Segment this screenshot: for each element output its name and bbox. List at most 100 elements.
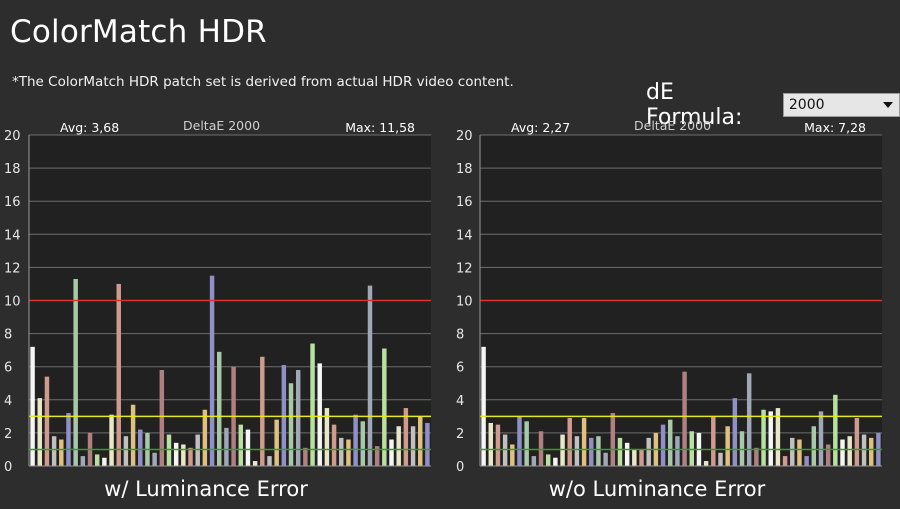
data-bar xyxy=(553,457,558,466)
data-bar xyxy=(353,414,358,466)
data-bar xyxy=(761,409,766,466)
data-bar xyxy=(295,370,301,466)
data-bar xyxy=(797,439,802,466)
y-tick-label: 18 xyxy=(456,162,473,177)
data-bar xyxy=(317,363,322,466)
y-tick-label: 6 xyxy=(456,361,464,376)
data-bar xyxy=(267,456,272,466)
data-bar xyxy=(367,285,373,466)
data-bar xyxy=(181,444,186,466)
data-bar xyxy=(689,431,694,466)
data-bar xyxy=(396,426,401,466)
data-bar xyxy=(790,437,795,466)
data-bar xyxy=(166,434,172,466)
data-bar xyxy=(811,426,817,466)
data-bar xyxy=(130,404,136,466)
y-tick-label: 20 xyxy=(456,129,473,144)
data-bar xyxy=(80,456,86,466)
data-bar xyxy=(682,371,687,466)
chevron-down-icon[interactable] xyxy=(883,102,893,108)
y-tick-label: 12 xyxy=(4,261,21,276)
data-bar xyxy=(718,452,723,466)
data-bar xyxy=(825,444,831,466)
data-bar xyxy=(675,436,680,466)
data-bar xyxy=(610,413,616,466)
data-bar xyxy=(567,418,572,466)
patch-set-note: *The ColorMatch HDR patch set is derived… xyxy=(12,74,514,90)
data-bar xyxy=(746,373,752,466)
data-bar xyxy=(274,419,279,466)
chart-title: DeltaE 2000 xyxy=(183,118,260,133)
data-bar xyxy=(660,424,666,467)
data-bar xyxy=(703,461,709,466)
data-bar xyxy=(217,351,222,466)
data-bar xyxy=(374,446,380,466)
y-tick-label: 0 xyxy=(456,460,464,475)
y-tick-label: 8 xyxy=(456,328,464,343)
data-bar xyxy=(754,447,759,466)
y-tick-label: 4 xyxy=(4,394,12,409)
y-tick-label: 0 xyxy=(4,460,12,475)
data-bar xyxy=(403,408,409,466)
data-bar xyxy=(288,383,294,466)
data-bar xyxy=(324,408,330,466)
y-tick-label: 6 xyxy=(4,361,12,376)
data-bar xyxy=(360,421,366,466)
data-bar xyxy=(339,437,344,466)
data-bar xyxy=(173,442,179,466)
y-tick-label: 20 xyxy=(4,129,21,144)
data-bar xyxy=(524,421,529,466)
de-formula-dropdown[interactable]: 2000 xyxy=(782,93,900,117)
y-tick-label: 16 xyxy=(456,195,473,210)
data-bar xyxy=(195,434,200,466)
data-bar xyxy=(545,454,551,466)
data-bar xyxy=(281,365,287,466)
data-bar xyxy=(732,398,738,466)
y-tick-label: 2 xyxy=(456,427,464,442)
y-tick-label: 2 xyxy=(4,427,12,442)
chart-title: DeltaE 2000 xyxy=(634,118,711,133)
data-bar xyxy=(502,434,508,466)
data-bar xyxy=(59,439,64,466)
data-bar xyxy=(123,436,129,466)
data-bar xyxy=(847,436,852,466)
data-bar xyxy=(303,447,308,466)
data-bar xyxy=(775,408,781,466)
data-bar xyxy=(603,452,608,466)
data-bar xyxy=(725,426,730,466)
avg-label: Avg: 3,68 xyxy=(60,120,119,135)
data-bar xyxy=(138,429,143,466)
data-bar xyxy=(574,436,580,466)
y-tick-label: 10 xyxy=(456,295,473,310)
data-bar xyxy=(44,376,50,466)
data-bar xyxy=(739,431,745,466)
data-bar xyxy=(252,461,258,466)
data-bar xyxy=(589,437,594,466)
data-bar xyxy=(188,447,193,466)
data-bar xyxy=(66,413,71,466)
data-bar xyxy=(410,426,416,466)
data-bar xyxy=(560,434,565,466)
chart-caption: w/o Luminance Error xyxy=(549,477,766,501)
data-bar xyxy=(159,370,165,466)
y-tick-label: 14 xyxy=(456,228,473,243)
data-bar xyxy=(818,411,824,466)
y-tick-label: 18 xyxy=(4,162,21,177)
data-bar xyxy=(538,431,544,466)
data-bar xyxy=(711,416,716,466)
y-tick-label: 16 xyxy=(4,195,21,210)
data-bar xyxy=(418,416,423,466)
data-bar xyxy=(382,348,387,466)
data-bar xyxy=(260,356,265,466)
app-title: ColorMatch HDR xyxy=(10,14,267,50)
data-bar xyxy=(152,452,157,466)
de-formula-control: dE Formula: 2000 xyxy=(646,80,900,130)
y-tick-label: 4 xyxy=(456,394,464,409)
data-bar xyxy=(109,414,114,466)
y-tick-label: 14 xyxy=(4,228,21,243)
data-bar xyxy=(116,283,121,466)
data-bar xyxy=(94,454,100,466)
data-bar xyxy=(531,456,537,466)
data-bar xyxy=(495,424,501,467)
